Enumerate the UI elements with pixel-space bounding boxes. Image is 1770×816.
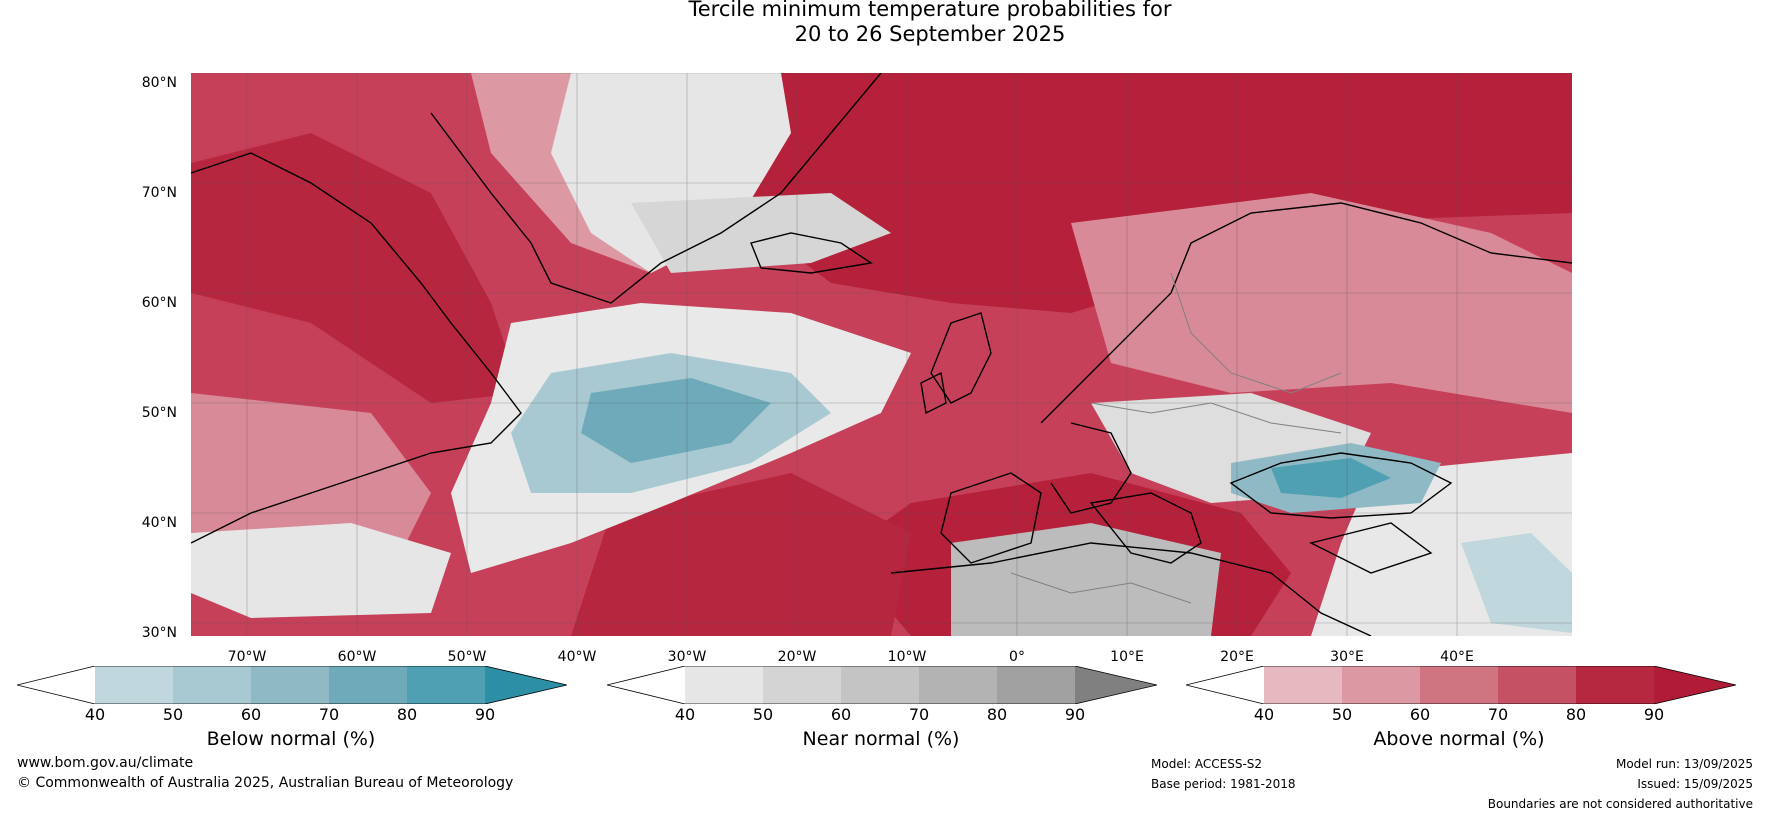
cbar-seg [329, 666, 407, 704]
cbar-above-tick: 80 [1565, 705, 1587, 724]
colorbar-near-normal [607, 666, 1157, 704]
cbar-above-tick: 50 [1331, 705, 1353, 724]
below-normal-zone-black-sea-core [1271, 458, 1391, 498]
lon-label-40w: 40°W [557, 649, 597, 665]
cbar-seg [919, 666, 997, 704]
cbar-near-tick: 70 [908, 705, 930, 724]
cbar-seg [763, 666, 841, 704]
cbar-above-tick: 70 [1487, 705, 1509, 724]
above-strong-zone-north-atlantic [751, 73, 1572, 313]
coastlines [191, 73, 1572, 636]
cbar-seg [1654, 666, 1736, 704]
cbar-seg [1498, 666, 1576, 704]
lon-label-30e: 30°E [1330, 649, 1364, 665]
near-normal-zone-southwest [191, 523, 451, 618]
above-strong-zone-labrador [191, 133, 521, 403]
map-title-line1: Tercile minimum temperature probabilitie… [688, 0, 1172, 21]
cbar-seg [1420, 666, 1498, 704]
cbar-near-tick: 90 [1064, 705, 1086, 724]
cbar-seg [685, 666, 763, 704]
lat-label-40n: 40°N [141, 515, 177, 531]
below-normal-zone-mid-atlantic-core [581, 378, 771, 463]
above-strong-zone-south [571, 473, 911, 636]
lon-label-60w: 60°W [337, 649, 377, 665]
lat-label-30n: 30°N [141, 625, 177, 641]
cbar-below-tick: 40 [84, 705, 106, 724]
cbar-seg [1576, 666, 1654, 704]
cbar-below-tick: 70 [318, 705, 340, 724]
footer-website: www.bom.gov.au/climate [17, 755, 194, 771]
cbar-near-label: Near normal (%) [802, 728, 960, 750]
lat-label-80n: 80°N [141, 75, 177, 91]
cbar-above-label: Above normal (%) [1373, 728, 1545, 750]
cbar-seg [251, 666, 329, 704]
country-borders [1010, 272, 1342, 604]
lon-label-40e: 40°E [1440, 649, 1474, 665]
lon-label-0: 0° [1009, 649, 1025, 665]
lon-label-10w: 10°W [887, 649, 927, 665]
footer-base-period: Base period: 1981-2018 [1151, 777, 1296, 791]
lon-label-20e: 20°E [1220, 649, 1254, 665]
cbar-seg [607, 666, 685, 704]
cbar-seg [1075, 666, 1157, 704]
lat-label-50n: 50°N [141, 405, 177, 421]
lat-label-70n: 70°N [141, 185, 177, 201]
colorbar-below-normal [17, 666, 567, 704]
cbar-near-tick: 80 [986, 705, 1008, 724]
footer-model-run: Model run: 13/09/2025 [1615, 757, 1753, 771]
footer-disclaimer: Boundaries are not considered authoritat… [1487, 797, 1753, 811]
below-normal-zone-arabia [1461, 533, 1572, 633]
cbar-above-tick: 60 [1409, 705, 1431, 724]
cbar-seg [841, 666, 919, 704]
cbar-seg [407, 666, 485, 704]
map-title-line2: 20 to 26 September 2025 [794, 22, 1066, 46]
near-normal-zone-sahara [951, 523, 1221, 636]
cbar-near-tick: 50 [752, 705, 774, 724]
cbar-seg [485, 666, 567, 704]
cbar-below-tick: 60 [240, 705, 262, 724]
colorbar-above-normal [1186, 666, 1736, 704]
near-normal-zone-iceland [631, 193, 891, 273]
cbar-seg [173, 666, 251, 704]
cbar-seg [1264, 666, 1342, 704]
cbar-seg [17, 666, 95, 704]
cbar-below-tick: 50 [162, 705, 184, 724]
cbar-near-tick: 40 [674, 705, 696, 724]
cbar-above-tick: 40 [1253, 705, 1275, 724]
lon-label-30w: 30°W [667, 649, 707, 665]
lon-label-10e: 10°E [1110, 649, 1144, 665]
lon-label-50w: 50°W [447, 649, 487, 665]
footer-model: Model: ACCESS-S2 [1151, 757, 1263, 771]
footer-issued: Issued: 15/09/2025 [1637, 777, 1753, 791]
probability-map [191, 73, 1572, 636]
above-light-zone-scandinavia [1071, 193, 1572, 413]
cbar-seg [95, 666, 173, 704]
cbar-seg [1186, 666, 1264, 704]
lon-label-70w: 70°W [227, 649, 267, 665]
cbar-seg [1342, 666, 1420, 704]
cbar-near-tick: 60 [830, 705, 852, 724]
cbar-below-tick: 80 [396, 705, 418, 724]
footer-copyright: © Commonwealth of Australia 2025, Austra… [17, 775, 514, 791]
cbar-seg [997, 666, 1075, 704]
lat-label-60n: 60°N [141, 295, 177, 311]
cbar-above-tick: 90 [1643, 705, 1665, 724]
cbar-below-label: Below normal (%) [206, 728, 376, 750]
lon-label-20w: 20°W [777, 649, 817, 665]
cbar-below-tick: 90 [474, 705, 496, 724]
